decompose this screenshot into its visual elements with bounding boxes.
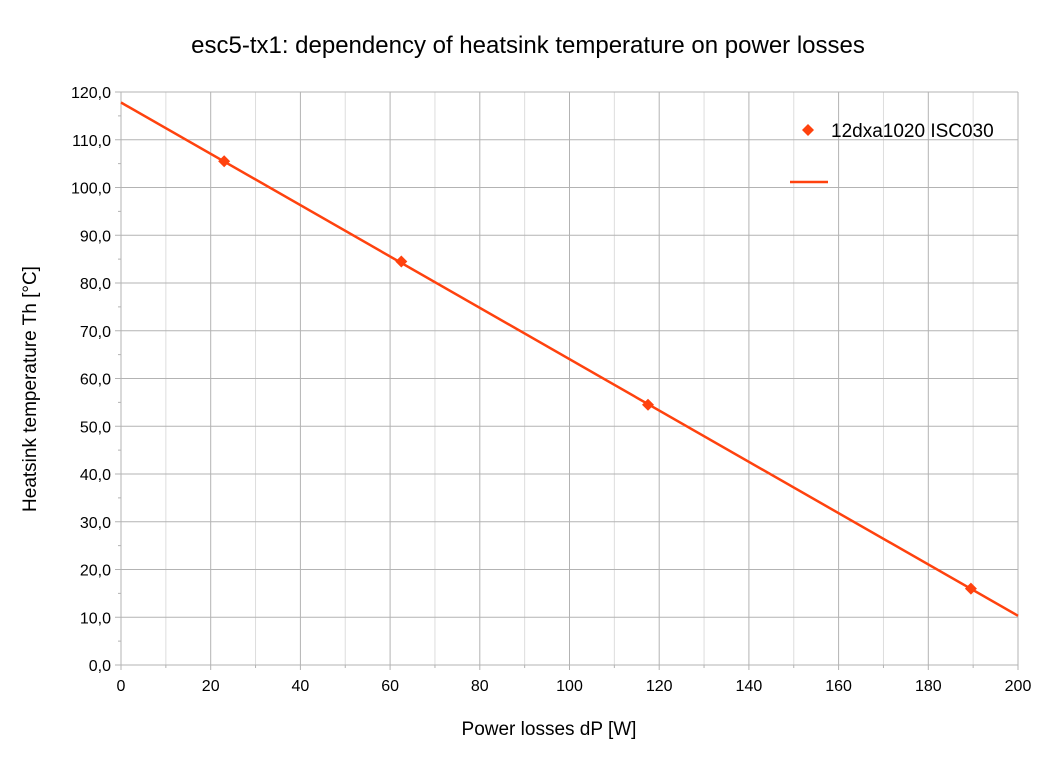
y-tick-label: 120,0	[71, 85, 111, 102]
y-tick-label: 0,0	[89, 658, 111, 675]
x-axis-label: Power losses dP [W]	[462, 719, 637, 740]
legend-marker-series-1	[802, 124, 814, 136]
y-tick-label: 60,0	[80, 372, 111, 389]
trendline	[120, 101, 1019, 617]
y-tick-label: 90,0	[80, 228, 111, 245]
data-point-diamond	[964, 582, 977, 595]
data-point-diamond	[218, 155, 231, 168]
trendline-group	[120, 101, 1019, 617]
y-tick-label: 80,0	[80, 276, 111, 293]
x-tick-label: 120	[646, 678, 673, 695]
x-tick-label: 0	[117, 678, 126, 695]
y-tick-label: 70,0	[80, 324, 111, 341]
y-tick-label: 20,0	[80, 563, 111, 580]
y-tick-label: 40,0	[80, 467, 111, 484]
x-tick-label: 100	[556, 678, 583, 695]
y-axis-ticks: 0,0 10,0 20,0 30,0 40,0 50,0 60,0 70,0 80,0 90,0 1…	[71, 85, 121, 675]
y-tick-label: 50,0	[80, 419, 111, 436]
x-tick-label: 80	[471, 678, 489, 695]
y-axis-label: Heatsink temperature Th [°C]	[20, 266, 41, 512]
y-tick-label: 100,0	[71, 181, 111, 198]
x-tick-label: 20	[202, 678, 220, 695]
x-tick-label: 60	[381, 678, 399, 695]
y-tick-label: 10,0	[80, 610, 111, 627]
x-tick-label: 200	[1005, 678, 1032, 695]
y-tick-label: 110,0	[72, 133, 111, 150]
legend-label-series-1: 12dxa1020 ISC030	[831, 121, 994, 142]
x-tick-label: 140	[736, 678, 763, 695]
x-tick-label: 180	[915, 678, 942, 695]
data-point-diamond	[395, 255, 408, 268]
chart-title: esc5-tx1: dependency of heatsink tempera…	[191, 32, 865, 59]
x-axis-ticks: 0 20 40 60 80 100 120 140 160 180 200	[117, 665, 1032, 695]
y-tick-label: 30,0	[80, 515, 111, 532]
data-points	[218, 155, 977, 595]
legend: 12dxa1020 ISC030	[790, 121, 994, 184]
x-tick-label: 160	[825, 678, 852, 695]
data-point-diamond	[641, 398, 654, 411]
x-tick-label: 40	[292, 678, 310, 695]
